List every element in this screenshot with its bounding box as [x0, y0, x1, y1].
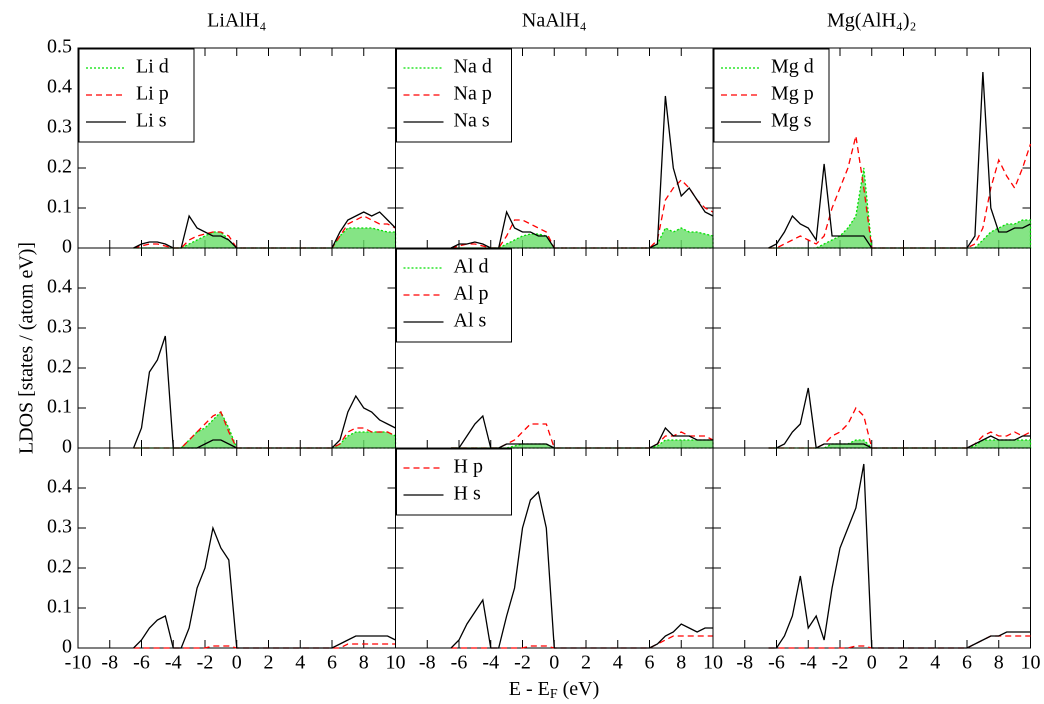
y-tick-label: 0 [62, 236, 72, 258]
y-tick-label: 0.2 [47, 156, 72, 178]
x-tick-label: 2 [899, 652, 909, 674]
x-tick-label: 0 [232, 652, 242, 674]
y-tick-label: 0.5 [47, 36, 72, 58]
legend-label: Na d [454, 56, 492, 78]
y-tick-label: 0.1 [47, 196, 72, 218]
panel-title: Mg(AlH₄)₂ [827, 10, 917, 32]
legend-label: Al d [454, 256, 489, 278]
panel-title: LiAlH₄ [207, 10, 266, 32]
y-tick-label: 0.4 [47, 76, 72, 98]
y-axis-label: LDOS [states / (atom eV)] [16, 242, 38, 454]
x-tick-label: -4 [482, 652, 499, 674]
x-tick-label: -2 [832, 652, 849, 674]
series-line [768, 387, 1031, 449]
y-tick-label: 0 [62, 636, 72, 658]
x-tick-label: -2 [197, 652, 214, 674]
y-tick-label: 0.2 [47, 356, 72, 378]
legend-label: Na s [454, 110, 490, 132]
series-line [768, 463, 1031, 649]
legend-label: Al s [454, 310, 487, 332]
x-tick-label: 10 [703, 652, 723, 674]
x-axis-label-main: E - E [509, 678, 550, 700]
y-tick-label: 0.3 [47, 516, 72, 538]
series-line [133, 525, 396, 649]
x-tick-label: 2 [581, 652, 591, 674]
x-tick-label: 10 [386, 652, 406, 674]
y-tick-label: 0.1 [47, 596, 72, 618]
x-tick-label: -2 [514, 652, 531, 674]
x-tick-label: 0 [549, 652, 559, 674]
x-tick-label: -6 [768, 652, 785, 674]
x-tick-label: 4 [295, 652, 305, 674]
x-tick-label: -8 [736, 652, 753, 674]
x-tick-label: 2 [264, 652, 274, 674]
x-tick-label: -4 [800, 652, 817, 674]
x-tick-label: 6 [327, 652, 337, 674]
series-line [132, 335, 396, 449]
x-tick-label: 6 [645, 652, 655, 674]
x-axis-label: E - EF (eV) [509, 678, 600, 703]
x-tick-label: 8 [994, 652, 1004, 674]
x-axis-label-unit: (eV) [558, 678, 600, 700]
legend-label: H p [454, 456, 483, 478]
x-tick-label: -8 [101, 652, 118, 674]
legend-box [396, 448, 512, 516]
x-tick-label: -10 [65, 652, 92, 674]
y-tick-label: 0.4 [47, 276, 72, 298]
x-tick-label: -6 [133, 652, 150, 674]
x-tick-label: 10 [1021, 652, 1041, 674]
panel-frame [77, 247, 396, 449]
x-tick-label: 8 [676, 652, 686, 674]
series-line [450, 490, 713, 649]
panel-frame [712, 247, 1031, 449]
legend-label: Mg d [771, 56, 814, 78]
panel-frame [712, 447, 1031, 649]
x-tick-label: 0 [867, 652, 877, 674]
panel-frame [77, 447, 396, 649]
legend-label: Na p [454, 83, 492, 105]
legend-label: Mg s [771, 110, 812, 132]
x-axis-label-sub: F [550, 687, 558, 702]
x-tick-label: 6 [962, 652, 972, 674]
y-tick-label: 0 [62, 436, 72, 458]
legend-label: Mg p [771, 83, 814, 105]
legend-label: H s [454, 483, 481, 505]
legend-label: Li s [136, 110, 167, 132]
x-tick-label: 4 [930, 652, 940, 674]
legend-label: Li d [136, 56, 169, 78]
y-tick-label: 0.3 [47, 316, 72, 338]
x-tick-label: 8 [359, 652, 369, 674]
legend-label: Al p [454, 283, 489, 305]
series-line [768, 135, 1032, 249]
y-tick-label: 0.3 [47, 116, 72, 138]
x-tick-label: -8 [419, 652, 436, 674]
x-tick-label: -6 [451, 652, 468, 674]
legend-label: Li p [136, 83, 169, 105]
x-tick-label: 4 [613, 652, 623, 674]
panel-title: NaAlH₄ [522, 10, 587, 32]
y-tick-label: 0.2 [47, 556, 72, 578]
x-tick-label: -4 [165, 652, 182, 674]
y-tick-label: 0.4 [47, 476, 72, 498]
y-tick-label: 0.1 [47, 396, 72, 418]
